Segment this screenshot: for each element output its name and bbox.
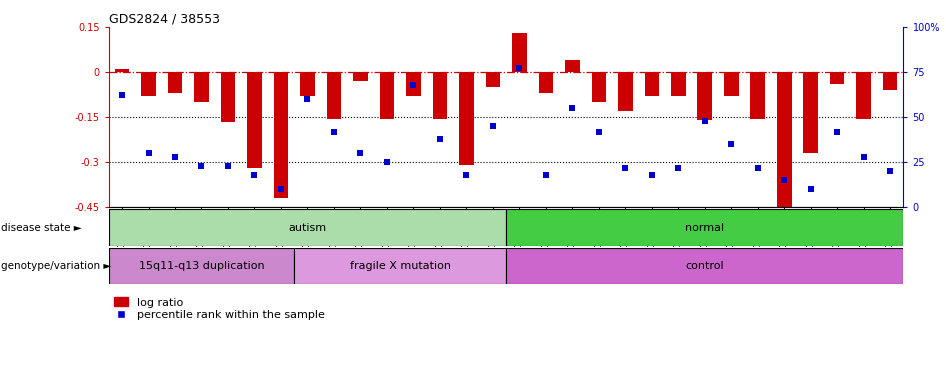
Point xyxy=(644,172,659,178)
Bar xyxy=(300,72,315,96)
Point xyxy=(353,150,368,156)
Text: GDS2824 / 38553: GDS2824 / 38553 xyxy=(109,13,219,26)
Bar xyxy=(803,72,818,153)
Point xyxy=(883,168,898,174)
Point xyxy=(300,96,315,102)
Bar xyxy=(294,248,506,284)
Point xyxy=(459,172,474,178)
Point xyxy=(247,172,262,178)
Point xyxy=(406,81,421,88)
Bar xyxy=(591,72,606,102)
Bar xyxy=(671,72,686,96)
Bar xyxy=(273,72,289,199)
Bar xyxy=(506,248,903,284)
Point xyxy=(194,163,209,169)
Text: autism: autism xyxy=(289,222,326,233)
Bar xyxy=(724,72,739,96)
Point xyxy=(141,150,156,156)
Point xyxy=(485,123,500,129)
Bar xyxy=(114,69,130,72)
Point xyxy=(830,129,845,135)
Bar xyxy=(485,72,500,87)
Point xyxy=(326,129,342,135)
Text: 15q11-q13 duplication: 15q11-q13 duplication xyxy=(139,261,264,271)
Point xyxy=(750,165,765,171)
Bar xyxy=(830,72,845,84)
Text: disease state ►: disease state ► xyxy=(1,222,81,233)
Text: control: control xyxy=(686,261,724,271)
Bar xyxy=(109,248,294,284)
Bar xyxy=(618,72,633,111)
Bar xyxy=(856,72,871,119)
Point xyxy=(167,154,183,160)
Bar xyxy=(194,72,209,102)
Bar xyxy=(777,72,792,217)
Bar xyxy=(167,72,183,93)
Bar xyxy=(512,33,527,72)
Point xyxy=(114,93,130,99)
Point xyxy=(697,118,712,124)
Point xyxy=(856,154,871,160)
Bar xyxy=(697,72,712,120)
Point xyxy=(273,186,289,192)
Bar xyxy=(141,72,156,96)
Bar xyxy=(750,72,765,119)
Point xyxy=(565,105,580,111)
Bar xyxy=(644,72,659,96)
Bar xyxy=(353,72,368,81)
Bar xyxy=(220,72,236,122)
Bar xyxy=(379,72,394,119)
Bar xyxy=(883,72,898,90)
Bar xyxy=(538,72,553,93)
Bar xyxy=(326,72,342,119)
Bar xyxy=(459,72,474,165)
Point xyxy=(432,136,447,142)
Bar xyxy=(506,209,903,246)
Point xyxy=(671,165,686,171)
Bar xyxy=(565,60,580,72)
Point xyxy=(724,141,739,147)
Text: fragile X mutation: fragile X mutation xyxy=(350,261,450,271)
Bar xyxy=(406,72,421,96)
Bar xyxy=(247,72,262,168)
Point xyxy=(220,163,236,169)
Point xyxy=(538,172,553,178)
Point xyxy=(379,159,394,166)
Text: normal: normal xyxy=(685,222,725,233)
Legend: log ratio, percentile rank within the sample: log ratio, percentile rank within the sa… xyxy=(114,297,324,320)
Bar xyxy=(432,72,447,119)
Point xyxy=(591,129,606,135)
Point xyxy=(618,165,633,171)
Point xyxy=(777,177,792,184)
Point xyxy=(512,65,527,71)
Bar xyxy=(109,209,506,246)
Text: genotype/variation ►: genotype/variation ► xyxy=(1,261,112,271)
Point xyxy=(803,186,818,192)
